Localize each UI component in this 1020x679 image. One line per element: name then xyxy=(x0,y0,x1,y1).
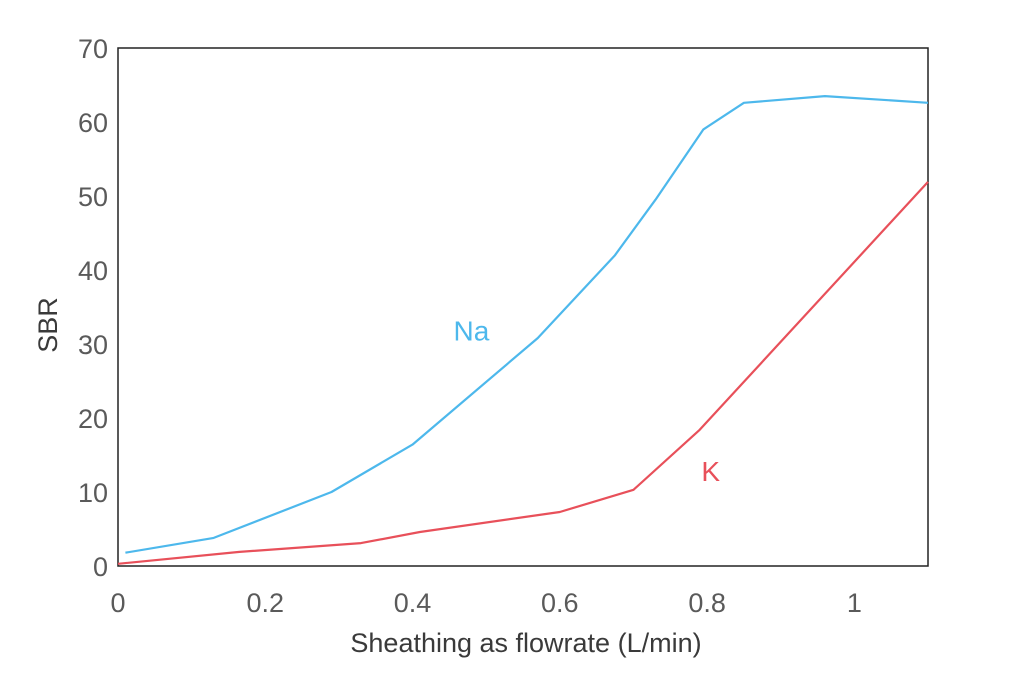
y-tick-label: 60 xyxy=(78,108,108,138)
series-label-na: Na xyxy=(454,315,490,346)
series-label-k: K xyxy=(701,456,720,487)
y-tick-label: 50 xyxy=(78,182,108,212)
y-tick-label: 10 xyxy=(78,478,108,508)
y-tick-label: 20 xyxy=(78,404,108,434)
y-tick-label: 70 xyxy=(78,34,108,64)
series-line-k xyxy=(117,181,929,565)
y-tick-label: 30 xyxy=(78,330,108,360)
y-axis-label: SBR xyxy=(33,297,63,353)
x-tick-label: 0.6 xyxy=(541,588,579,618)
plot-frame xyxy=(117,47,929,567)
y-tick-label: 0 xyxy=(93,552,108,582)
x-tick-label: 1 xyxy=(847,588,862,618)
y-tick-label: 40 xyxy=(78,256,108,286)
series-line-na xyxy=(125,94,929,554)
x-tick-label: 0.4 xyxy=(394,588,432,618)
x-tick-label: 0 xyxy=(110,588,125,618)
x-tick-label: 0.8 xyxy=(688,588,726,618)
x-tick-label: 0.2 xyxy=(246,588,284,618)
x-axis-label: Sheathing as flowrate (L/min) xyxy=(350,628,701,658)
